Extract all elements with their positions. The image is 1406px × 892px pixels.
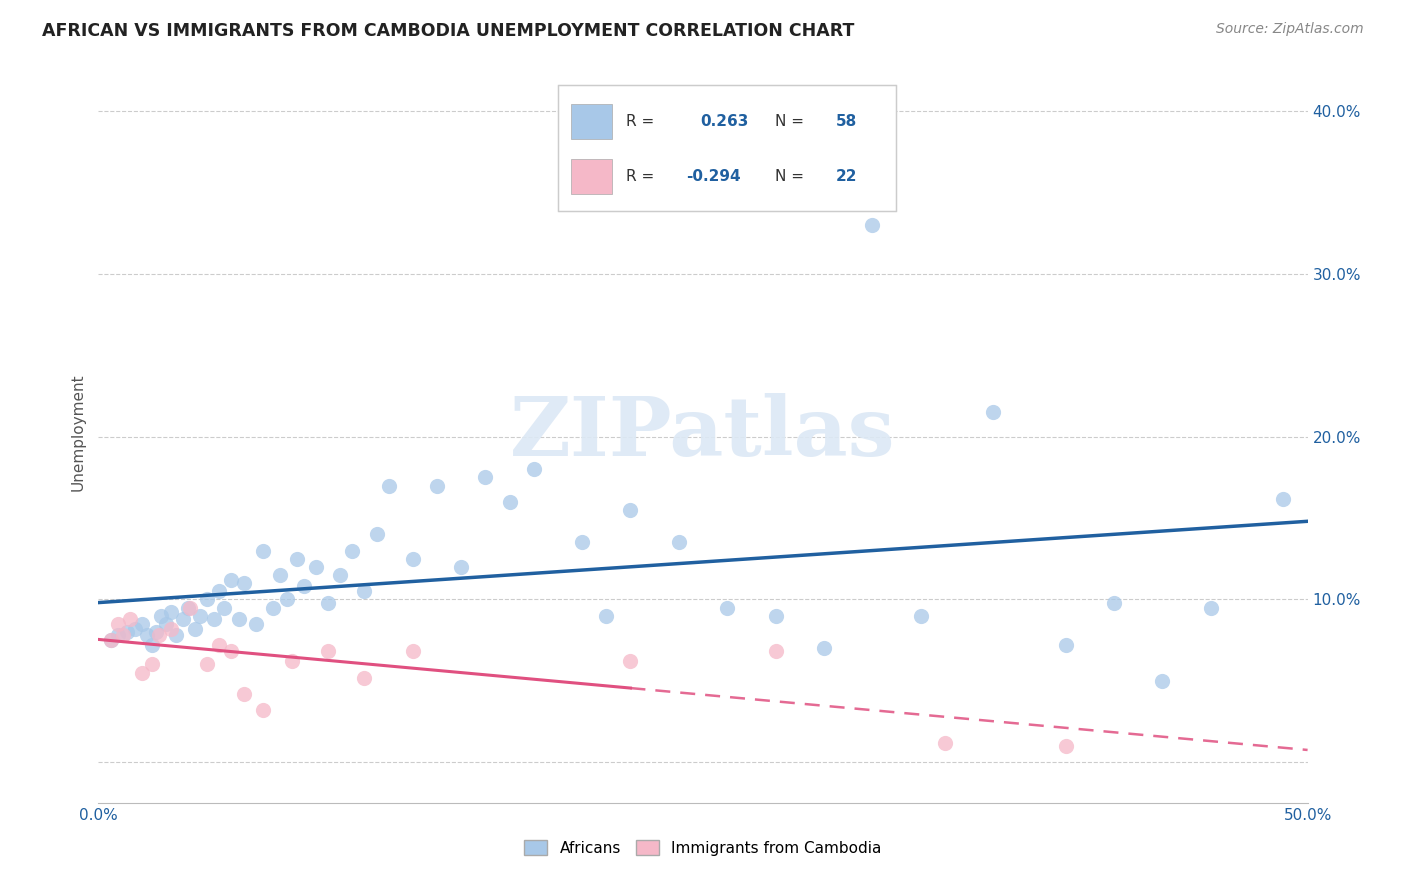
- Point: [221, 573, 243, 587]
- Point: [131, 616, 153, 631]
- Point: [204, 612, 226, 626]
- Point: [402, 551, 425, 566]
- Point: [934, 736, 956, 750]
- Point: [353, 671, 375, 685]
- Point: [571, 535, 593, 549]
- Point: [195, 592, 218, 607]
- Point: [285, 551, 308, 566]
- Point: [426, 478, 449, 492]
- Point: [208, 584, 231, 599]
- Point: [668, 535, 690, 549]
- Point: [716, 600, 738, 615]
- Legend: Africans, Immigrants from Cambodia: Africans, Immigrants from Cambodia: [519, 834, 887, 862]
- Point: [813, 641, 835, 656]
- Point: [252, 543, 274, 558]
- Point: [107, 628, 129, 642]
- Point: [131, 665, 153, 680]
- Text: AFRICAN VS IMMIGRANTS FROM CAMBODIA UNEMPLOYMENT CORRELATION CHART: AFRICAN VS IMMIGRANTS FROM CAMBODIA UNEM…: [42, 22, 855, 40]
- Point: [135, 628, 157, 642]
- Point: [141, 638, 163, 652]
- Point: [177, 600, 200, 615]
- Point: [150, 608, 173, 623]
- Point: [981, 405, 1004, 419]
- Y-axis label: Unemployment: Unemployment: [70, 374, 86, 491]
- Point: [402, 644, 425, 658]
- Point: [188, 608, 211, 623]
- Point: [342, 543, 364, 558]
- Point: [377, 478, 399, 492]
- Point: [232, 687, 254, 701]
- Point: [155, 616, 177, 631]
- Point: [292, 579, 315, 593]
- Point: [195, 657, 218, 672]
- Point: [100, 633, 122, 648]
- Point: [111, 628, 134, 642]
- Point: [1272, 491, 1295, 506]
- Text: ZIPatlas: ZIPatlas: [510, 392, 896, 473]
- Point: [450, 559, 472, 574]
- Point: [179, 600, 201, 615]
- Point: [117, 624, 139, 639]
- Point: [1199, 600, 1222, 615]
- Point: [765, 644, 787, 658]
- Point: [316, 644, 339, 658]
- Point: [1152, 673, 1174, 688]
- Point: [160, 606, 183, 620]
- Point: [245, 616, 267, 631]
- Point: [353, 584, 375, 599]
- Point: [619, 654, 641, 668]
- Point: [160, 622, 183, 636]
- Point: [269, 568, 291, 582]
- Point: [316, 596, 339, 610]
- Point: [1054, 739, 1077, 753]
- Point: [329, 568, 352, 582]
- Point: [619, 503, 641, 517]
- Point: [172, 612, 194, 626]
- Point: [124, 622, 146, 636]
- Point: [165, 628, 187, 642]
- Point: [262, 600, 284, 615]
- Point: [208, 638, 231, 652]
- Point: [305, 559, 328, 574]
- Point: [141, 657, 163, 672]
- Point: [107, 616, 129, 631]
- Point: [100, 633, 122, 648]
- Point: [232, 576, 254, 591]
- Point: [1054, 638, 1077, 652]
- Point: [212, 600, 235, 615]
- Point: [366, 527, 388, 541]
- Point: [252, 703, 274, 717]
- Point: [523, 462, 546, 476]
- Point: [228, 612, 250, 626]
- Point: [474, 470, 496, 484]
- Point: [498, 495, 520, 509]
- Point: [276, 592, 298, 607]
- Point: [765, 608, 787, 623]
- Point: [145, 624, 167, 639]
- Point: [148, 628, 170, 642]
- Point: [221, 644, 243, 658]
- Point: [1102, 596, 1125, 610]
- Point: [118, 612, 141, 626]
- Text: Source: ZipAtlas.com: Source: ZipAtlas.com: [1216, 22, 1364, 37]
- Point: [910, 608, 932, 623]
- Point: [860, 218, 883, 232]
- Point: [184, 622, 207, 636]
- Point: [595, 608, 617, 623]
- Point: [281, 654, 304, 668]
